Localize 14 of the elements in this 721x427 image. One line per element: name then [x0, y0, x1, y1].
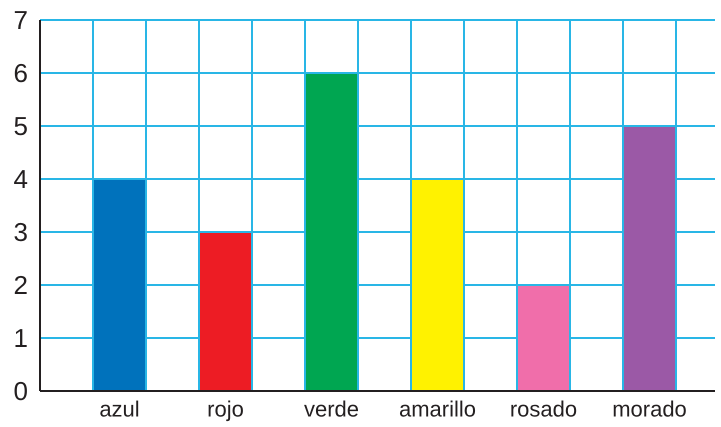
y-tick-label: 0: [14, 376, 28, 406]
x-tick-label: amarillo: [398, 396, 476, 422]
y-tick-label: 3: [14, 217, 28, 248]
x-tick-label: verde: [304, 396, 360, 422]
y-tick-label: 5: [14, 111, 28, 142]
x-tick-label: morado: [612, 396, 687, 422]
x-tick-label: rojo: [207, 396, 244, 422]
y-tick-label: 1: [14, 323, 28, 354]
y-tick-label: 4: [14, 164, 28, 194]
x-tick-label: azul: [99, 396, 140, 422]
y-tick-label: 2: [14, 270, 28, 300]
x-tick-label: rosado: [510, 396, 578, 422]
y-tick-label: 6: [14, 58, 28, 88]
y-tick-label: 7: [14, 5, 28, 36]
